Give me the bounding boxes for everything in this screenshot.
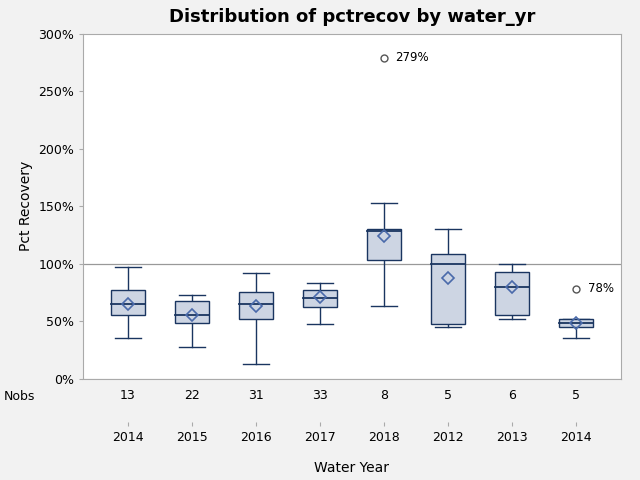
Text: Nobs: Nobs (3, 390, 35, 403)
Text: 33: 33 (312, 389, 328, 402)
FancyBboxPatch shape (559, 319, 593, 327)
Text: 8: 8 (380, 389, 388, 402)
Text: 5: 5 (572, 389, 580, 402)
FancyBboxPatch shape (111, 290, 145, 315)
Text: 6: 6 (508, 389, 516, 402)
Text: Water Year: Water Year (314, 461, 390, 475)
Y-axis label: Pct Recovery: Pct Recovery (19, 161, 33, 251)
FancyBboxPatch shape (175, 301, 209, 324)
Text: 279%: 279% (396, 51, 429, 64)
Text: 78%: 78% (588, 282, 614, 295)
Text: 31: 31 (248, 389, 264, 402)
FancyBboxPatch shape (239, 292, 273, 319)
FancyBboxPatch shape (431, 254, 465, 324)
Text: 22: 22 (184, 389, 200, 402)
Text: 5: 5 (444, 389, 452, 402)
Text: 13: 13 (120, 389, 136, 402)
FancyBboxPatch shape (303, 290, 337, 307)
FancyBboxPatch shape (495, 272, 529, 315)
Title: Distribution of pctrecov by water_yr: Distribution of pctrecov by water_yr (169, 9, 535, 26)
FancyBboxPatch shape (367, 229, 401, 260)
